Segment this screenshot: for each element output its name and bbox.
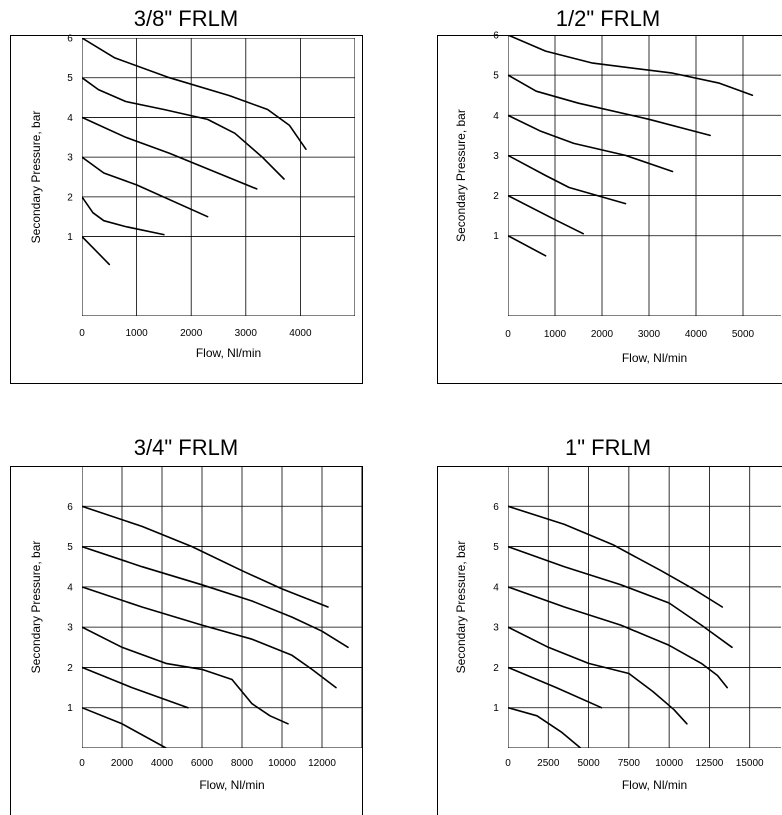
y-axis-label: Secondary Pressure, bar: [29, 111, 43, 244]
y-tick-label: 4: [493, 582, 499, 593]
chart-panel-4: 1 2 3 4 5 6 0 2500 5000 7500 10000 12500 15000 1" FRL…: [437, 435, 782, 815]
y-tick-label: 3: [493, 623, 499, 634]
pressure-curve-3: [82, 626, 289, 725]
pressure-curve-1: [508, 234, 547, 257]
x-tick-label: 10000: [268, 758, 296, 769]
chart-frame: [10, 35, 363, 384]
x-tick-label: 2500: [537, 758, 560, 769]
plot-area: [82, 466, 362, 748]
y-axis-label: Secondary Pressure, bar: [454, 541, 468, 674]
plot-area: [82, 38, 355, 316]
x-tick-label: 3000: [638, 329, 661, 340]
pressure-curve-5: [508, 74, 711, 137]
pressure-curve-3: [508, 154, 627, 205]
x-tick-label: 1000: [125, 328, 148, 339]
pressure-curve-2: [508, 666, 603, 709]
y-tick-label: 2: [493, 663, 499, 674]
y-tick-label: 3: [67, 153, 73, 164]
y-tick-label: 2: [67, 663, 73, 674]
x-tick-label: 5000: [732, 329, 755, 340]
y-tick-label: 1: [67, 232, 73, 243]
pressure-curve-6: [508, 505, 724, 608]
x-tick-label: 8000: [231, 758, 254, 769]
chart-frame: [10, 466, 363, 815]
y-tick-label: 6: [67, 34, 73, 45]
x-tick-label: 12500: [696, 758, 724, 769]
pressure-curve-1: [508, 706, 582, 748]
y-tick-label: 6: [493, 31, 499, 42]
x-tick-label: 5000: [577, 758, 600, 769]
y-tick-label: 2: [67, 192, 73, 203]
pressure-curve-4: [508, 114, 674, 173]
chart-frame: [437, 466, 782, 815]
x-axis-label: Flow, Nl/min: [622, 351, 687, 365]
chart-title: 1" FRLM: [565, 435, 651, 460]
x-tick-label: 3000: [235, 328, 258, 339]
y-tick-label: 5: [67, 542, 73, 553]
x-tick-label: 0: [505, 329, 511, 340]
y-tick-label: 4: [67, 113, 73, 124]
pressure-curve-4: [508, 586, 728, 689]
y-tick-label: 5: [493, 71, 499, 82]
x-tick-label: 2000: [111, 758, 134, 769]
pressure-curve-1: [82, 235, 111, 266]
y-tick-label: 1: [493, 231, 499, 242]
y-tick-label: 3: [493, 151, 499, 162]
y-tick-label: 1: [67, 703, 73, 714]
pressure-curve-5: [82, 545, 349, 649]
x-axis-label: Flow, Nl/min: [199, 778, 264, 792]
chart-title: 3/8" FRLM: [134, 6, 238, 31]
y-tick-label: 6: [493, 502, 499, 513]
y-tick-label: 1: [493, 703, 499, 714]
x-tick-label: 2000: [180, 328, 203, 339]
plot-area: [508, 466, 781, 748]
x-tick-label: 6000: [191, 758, 214, 769]
x-tick-label: 0: [79, 758, 85, 769]
y-tick-label: 5: [493, 542, 499, 553]
pressure-curve-3: [508, 626, 688, 725]
y-axis-label: Secondary Pressure, bar: [454, 109, 468, 242]
pressure-curve-1: [82, 706, 167, 748]
pressure-curve-4: [82, 586, 337, 689]
pressure-curve-4: [82, 116, 258, 190]
chart-panel-1: 1 2 3 4 5 6 0 1000 2000 3000 4000 3/8" FRLM Flow, Nl…: [10, 6, 363, 384]
x-tick-label: 7500: [618, 758, 641, 769]
x-tick-label: 4000: [289, 328, 312, 339]
pressure-curve-5: [82, 76, 285, 180]
x-tick-label: 12000: [308, 758, 336, 769]
y-axis-label: Secondary Pressure, bar: [29, 541, 43, 674]
x-tick-label: 4000: [151, 758, 174, 769]
x-tick-label: 0: [505, 758, 511, 769]
x-tick-label: 0: [79, 328, 85, 339]
x-tick-label: 10000: [655, 758, 683, 769]
chart-panel-2: 1 2 3 4 5 6 0 1000 2000 3000 4000 5000 1/2" FRLM Flow…: [437, 6, 782, 384]
y-tick-label: 5: [67, 73, 73, 84]
y-tick-label: 3: [67, 623, 73, 634]
pressure-curve-6: [82, 38, 307, 150]
x-tick-label: 15000: [736, 758, 764, 769]
chart-panel-3: 1 2 3 4 5 6 0 2000 4000 6000 8000 10000 12000 3/4" FR…: [10, 435, 363, 815]
pressure-curve-5: [508, 545, 733, 649]
y-tick-label: 4: [493, 111, 499, 122]
x-axis-label: Flow, Nl/min: [196, 346, 261, 360]
pressure-curve-2: [508, 194, 584, 235]
plot-area: [508, 35, 781, 316]
y-tick-label: 6: [67, 502, 73, 513]
pressure-curve-6: [82, 505, 329, 608]
x-tick-label: 2000: [591, 329, 614, 340]
x-tick-label: 1000: [544, 329, 567, 340]
pressure-curve-3: [82, 156, 209, 218]
chart-title: 3/4" FRLM: [134, 435, 238, 460]
x-tick-label: 4000: [685, 329, 708, 340]
chart-title: 1/2" FRLM: [556, 6, 660, 31]
pressure-curve-2: [82, 196, 165, 236]
pressure-curve-6: [508, 35, 754, 96]
x-axis-label: Flow, Nl/min: [622, 778, 687, 792]
y-tick-label: 2: [493, 191, 499, 202]
pressure-curve-2: [82, 666, 189, 709]
y-tick-label: 4: [67, 582, 73, 593]
